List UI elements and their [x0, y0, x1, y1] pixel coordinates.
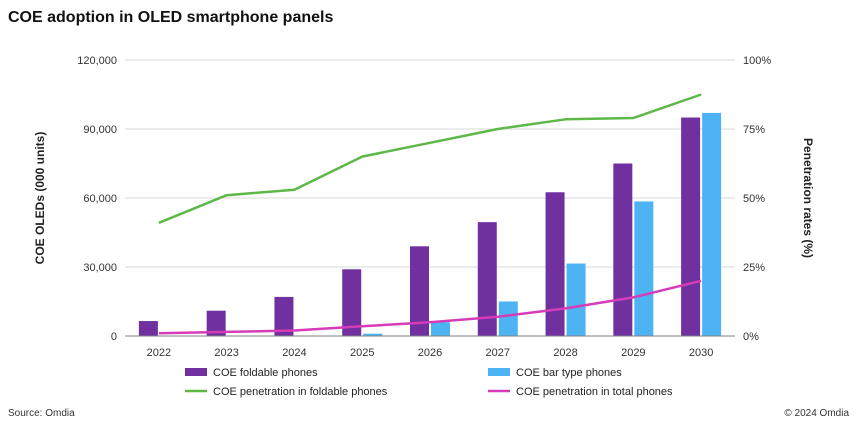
copyright-note: © 2024 Omdia	[784, 408, 849, 419]
bar-bar-type	[498, 301, 518, 336]
x-tick-label: 2028	[553, 347, 577, 359]
legend-label: COE penetration in total phones	[516, 386, 673, 398]
y-tick-label-right: 75%	[743, 124, 765, 136]
x-tick-label: 2023	[214, 347, 238, 359]
bar-bar-type	[634, 201, 654, 336]
legend-label: COE bar type phones	[516, 367, 622, 379]
legend-label: COE penetration in foldable phones	[213, 386, 388, 398]
bar-foldable	[138, 321, 158, 336]
bar-foldable	[545, 192, 565, 336]
bars	[138, 112, 722, 337]
y-axis-title-left: COE OLEDs (000 units)	[33, 132, 47, 265]
x-tick-label: 2022	[147, 347, 171, 359]
source-note: Source: Omdia	[8, 408, 75, 419]
bar-foldable	[206, 310, 226, 336]
y-tick-label-left: 60,000	[83, 193, 117, 205]
y-tick-label-left: 120,000	[77, 55, 117, 67]
y-tick-label-left: 0	[111, 331, 117, 343]
bar-bar-type	[431, 322, 450, 336]
x-tick-label: 2024	[282, 347, 306, 359]
x-tick-label: 2029	[621, 347, 645, 359]
x-tick-label: 2026	[418, 347, 442, 359]
bar-foldable	[274, 296, 294, 336]
y-axis-title-right: Penetration rates (%)	[801, 138, 815, 258]
axes: 0 30,000 60,000 90,000 120,000 0% 25% 50% 75% 100…	[33, 55, 815, 359]
y-tick-label-right: 50%	[743, 193, 765, 205]
x-tick-label: 2027	[486, 347, 510, 359]
series-lines	[158, 93, 702, 335]
bar-foldable	[613, 163, 633, 336]
gridlines	[125, 59, 735, 268]
legend-swatch	[488, 368, 510, 376]
x-tick-label: 2025	[350, 347, 374, 359]
chart-title: COE adoption in OLED smartphone panels	[8, 9, 334, 26]
legend-label: COE foldable phones	[213, 367, 318, 379]
line-total-penetration	[158, 279, 702, 335]
legend: COE foldable phones COE bar type phones CO…	[185, 367, 673, 398]
y-tick-label-left: 90,000	[83, 124, 117, 136]
y-tick-label-left: 30,000	[83, 262, 117, 274]
bar-bar-type	[702, 112, 722, 337]
legend-swatch	[185, 368, 207, 376]
bar-foldable	[681, 117, 701, 336]
y-tick-label-right: 0%	[743, 331, 759, 343]
bar-foldable	[342, 269, 362, 336]
line-foldable-penetration	[158, 93, 702, 224]
y-tick-label-right: 100%	[743, 55, 771, 67]
x-tick-label: 2030	[689, 347, 713, 359]
y-tick-label-right: 25%	[743, 262, 765, 274]
bar-foldable	[477, 222, 497, 336]
bar-bar-type	[566, 263, 586, 336]
bar-foldable	[410, 246, 429, 336]
bar-bar-type	[363, 333, 383, 336]
